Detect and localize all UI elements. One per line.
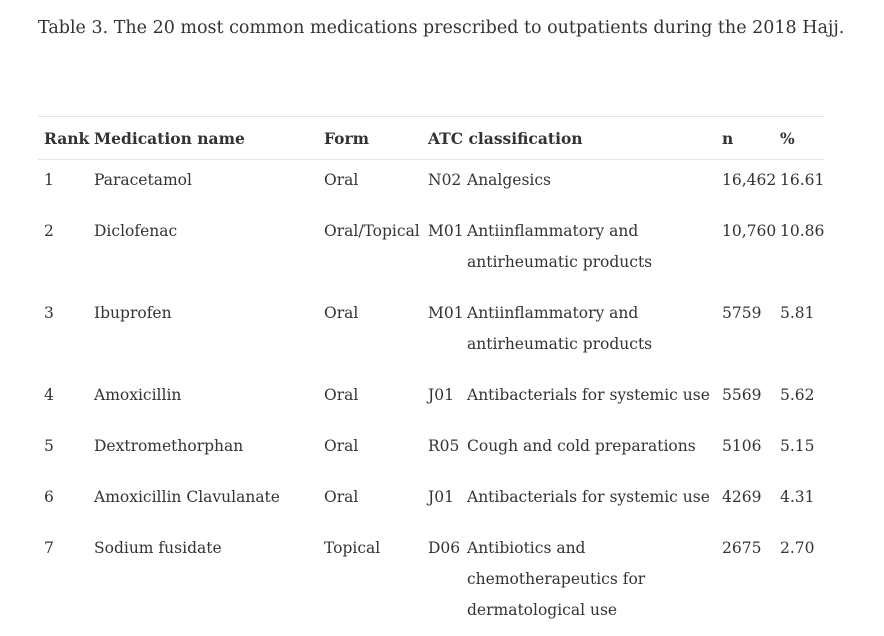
cell-medication-name: Sodium fusidate (88, 523, 318, 636)
cell-rank: 4 (38, 370, 88, 421)
header-rank: Rank (38, 117, 88, 160)
cell-form: Oral (318, 472, 422, 523)
cell-percent: 5.81 (774, 288, 824, 370)
table-header: Rank Medication name Form ATC classifica… (38, 117, 824, 160)
cell-form: Oral (318, 160, 422, 207)
cell-form: Oral (318, 370, 422, 421)
cell-atc-description: Cough and cold preparations (467, 421, 716, 472)
cell-percent: 16.61 (774, 160, 824, 207)
cell-atc-description: Antibacterials for systemic use (467, 472, 716, 523)
header-n: n (716, 117, 774, 160)
cell-form: Oral/Topical (318, 206, 422, 288)
cell-medication-name: Amoxicillin Clavulanate (88, 472, 318, 523)
header-row: Rank Medication name Form ATC classifica… (38, 117, 824, 160)
table-row: 3 Ibuprofen Oral M01 Antiinflammatory an… (38, 288, 824, 370)
cell-medication-name: Diclofenac (88, 206, 318, 288)
table-caption: Table 3. The 20 most common medications … (38, 18, 844, 38)
cell-form: Oral (318, 288, 422, 370)
cell-n: 5569 (716, 370, 774, 421)
cell-percent: 10.86 (774, 206, 824, 288)
cell-atc-description: Antiinflammatory and antirheumatic produ… (467, 206, 716, 288)
cell-n: 5106 (716, 421, 774, 472)
cell-medication-name: Dextromethorphan (88, 421, 318, 472)
cell-atc-code: R05 (422, 421, 467, 472)
cell-n: 4269 (716, 472, 774, 523)
table-row: 2 Diclofenac Oral/Topical M01 Antiinflam… (38, 206, 824, 288)
cell-percent: 2.70 (774, 523, 824, 636)
cell-atc-code: D06 (422, 523, 467, 636)
cell-rank: 5 (38, 421, 88, 472)
table-row: 7 Sodium fusidate Topical D06 Antibiotic… (38, 523, 824, 636)
cell-atc-description: Antiinflammatory and antirheumatic produ… (467, 288, 716, 370)
table-row: 4 Amoxicillin Oral J01 Antibacterials fo… (38, 370, 824, 421)
cell-medication-name: Amoxicillin (88, 370, 318, 421)
cell-medication-name: Paracetamol (88, 160, 318, 207)
cell-n: 2675 (716, 523, 774, 636)
cell-atc-code: M01 (422, 206, 467, 288)
medications-table-container: Rank Medication name Form ATC classifica… (38, 116, 824, 636)
cell-n: 10,760 (716, 206, 774, 288)
cell-medication-name: Ibuprofen (88, 288, 318, 370)
cell-n: 16,462 (716, 160, 774, 207)
cell-atc-code: J01 (422, 472, 467, 523)
cell-rank: 1 (38, 160, 88, 207)
table-row: 5 Dextromethorphan Oral R05 Cough and co… (38, 421, 824, 472)
cell-n: 5759 (716, 288, 774, 370)
cell-rank: 7 (38, 523, 88, 636)
cell-atc-code: M01 (422, 288, 467, 370)
table-body: 1 Paracetamol Oral N02 Analgesics 16,462… (38, 160, 824, 636)
header-medication-name: Medication name (88, 117, 318, 160)
cell-atc-code: N02 (422, 160, 467, 207)
cell-rank: 2 (38, 206, 88, 288)
header-form: Form (318, 117, 422, 160)
cell-atc-description: Antibiotics and chemotherapeutics for de… (467, 523, 716, 636)
cell-rank: 3 (38, 288, 88, 370)
cell-atc-code: J01 (422, 370, 467, 421)
cell-percent: 5.62 (774, 370, 824, 421)
cell-atc-description: Analgesics (467, 160, 716, 207)
header-atc-classification: ATC classification (422, 117, 716, 160)
table-row: 6 Amoxicillin Clavulanate Oral J01 Antib… (38, 472, 824, 523)
cell-atc-description: Antibacterials for systemic use (467, 370, 716, 421)
cell-form: Topical (318, 523, 422, 636)
cell-rank: 6 (38, 472, 88, 523)
cell-percent: 5.15 (774, 421, 824, 472)
medications-table: Rank Medication name Form ATC classifica… (38, 116, 824, 636)
header-percent: % (774, 117, 824, 160)
cell-percent: 4.31 (774, 472, 824, 523)
cell-form: Oral (318, 421, 422, 472)
table-row: 1 Paracetamol Oral N02 Analgesics 16,462… (38, 160, 824, 207)
